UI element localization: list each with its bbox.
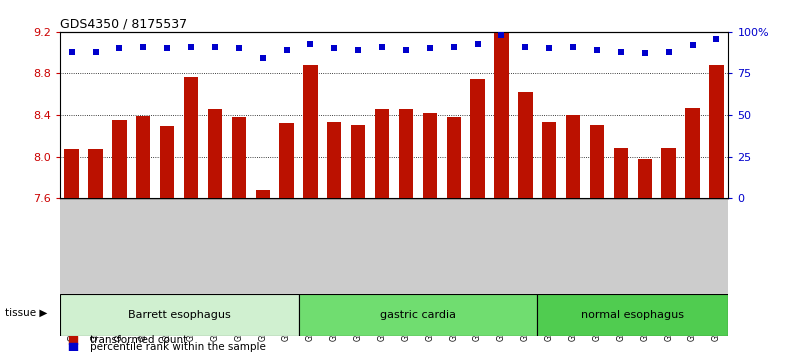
Bar [232, 117, 246, 198]
Point [161, 46, 174, 51]
Bar [375, 109, 389, 198]
Point [615, 49, 627, 55]
Point [328, 46, 341, 51]
Bar [112, 120, 127, 198]
Text: transformed count: transformed count [90, 335, 187, 345]
Point [89, 49, 102, 55]
Point [256, 56, 269, 61]
Bar [566, 115, 580, 198]
Bar [88, 149, 103, 198]
Bar [542, 122, 556, 198]
Bar [303, 65, 318, 198]
Bar [537, 294, 728, 336]
Bar [208, 109, 222, 198]
Point [423, 46, 436, 51]
Bar [64, 149, 79, 198]
Bar [470, 79, 485, 198]
Text: gastric cardia: gastric cardia [380, 310, 456, 320]
Point [543, 46, 556, 51]
Point [376, 44, 388, 50]
Point [304, 41, 317, 46]
Point [447, 44, 460, 50]
Point [232, 46, 245, 51]
Bar [399, 109, 413, 198]
Text: percentile rank within the sample: percentile rank within the sample [90, 342, 266, 352]
Bar [518, 92, 533, 198]
Bar [494, 32, 509, 198]
Bar [423, 113, 437, 198]
Bar [685, 108, 700, 198]
Point [710, 36, 723, 41]
Bar [136, 116, 150, 198]
Point [113, 46, 126, 51]
Point [185, 44, 197, 50]
Bar [279, 124, 294, 198]
Bar [327, 122, 341, 198]
Bar [709, 65, 724, 198]
Point [495, 32, 508, 38]
Text: GDS4350 / 8175537: GDS4350 / 8175537 [60, 18, 187, 31]
Bar [351, 125, 365, 198]
Point [352, 47, 365, 53]
Point [519, 44, 532, 50]
Bar [298, 294, 537, 336]
Point [567, 44, 579, 50]
Bar [590, 125, 604, 198]
Text: tissue ▶: tissue ▶ [5, 308, 47, 318]
Text: Barrett esophagus: Barrett esophagus [127, 310, 231, 320]
Point [67, 344, 80, 350]
Point [137, 44, 150, 50]
Point [67, 337, 80, 343]
Bar [60, 294, 298, 336]
Bar [184, 76, 198, 198]
Point [591, 47, 603, 53]
Bar [614, 148, 628, 198]
Point [686, 42, 699, 48]
Point [65, 49, 78, 55]
Bar [160, 126, 174, 198]
Point [471, 41, 484, 46]
Point [400, 47, 412, 53]
Bar [661, 148, 676, 198]
Bar [447, 117, 461, 198]
Point [638, 51, 651, 56]
Point [662, 49, 675, 55]
Bar [256, 190, 270, 198]
Text: normal esophagus: normal esophagus [581, 310, 685, 320]
Point [280, 47, 293, 53]
Bar [638, 159, 652, 198]
Point [209, 44, 221, 50]
